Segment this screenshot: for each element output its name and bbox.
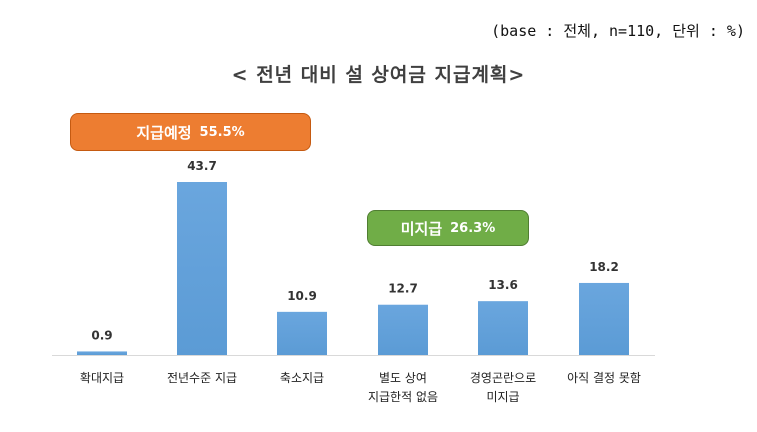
category-label: 지급한적 없음 <box>368 390 438 404</box>
unpaid-summary-badge: 미지급 26.3% <box>367 210 529 246</box>
bar <box>277 311 327 355</box>
bar <box>579 282 629 355</box>
data-label: 10.9 <box>287 289 317 303</box>
chart-title: < 전년 대비 설 상여금 지급계획> <box>231 64 526 86</box>
base-note: (base : 전체, n=110, 단위 : %) <box>491 22 745 40</box>
data-label: 0.9 <box>91 328 112 342</box>
bar <box>478 301 528 355</box>
unpaid-badge-label: 미지급 <box>400 219 443 238</box>
category-label: 확대지급 <box>80 371 124 385</box>
paid-badge-value: 55.5% <box>199 124 245 140</box>
data-label: 13.6 <box>488 278 518 292</box>
data-label: 12.7 <box>388 282 418 296</box>
category-label: 경영곤란으로 <box>470 371 536 385</box>
category-label: 전년수준 지급 <box>167 371 237 385</box>
paid-summary-badge: 지급예정 55.5% <box>70 113 311 151</box>
bar <box>177 182 227 355</box>
category-label: 별도 상여 <box>379 371 427 385</box>
category-label: 아직 결정 못함 <box>567 371 641 385</box>
data-label: 18.2 <box>589 260 619 274</box>
bar <box>77 351 127 355</box>
bar <box>378 304 428 355</box>
paid-badge-label: 지급예정 <box>136 123 192 142</box>
data-label: 43.7 <box>187 159 217 173</box>
category-label: 축소지급 <box>280 371 324 385</box>
category-label: 미지급 <box>486 390 519 404</box>
unpaid-badge-value: 26.3% <box>450 220 496 236</box>
